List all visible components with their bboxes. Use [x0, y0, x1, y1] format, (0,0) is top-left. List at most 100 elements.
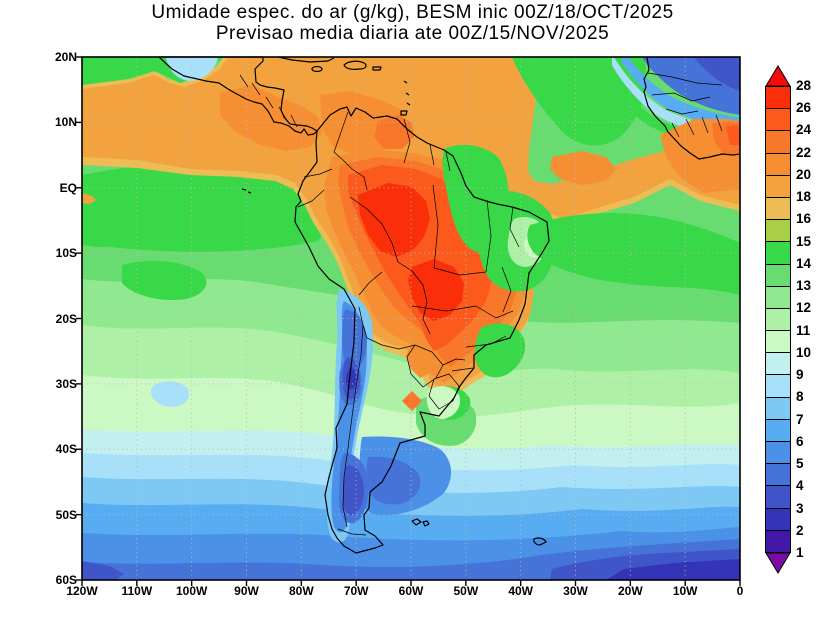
- lat-tick-label: 30S: [55, 376, 77, 391]
- colorbar-level-label: 7: [796, 411, 804, 427]
- hispaniola-island: [343, 60, 367, 70]
- lon-tick-label: 120W: [66, 584, 98, 598]
- colorbar-segment: [765, 352, 791, 376]
- colorbar-level-label: 14: [796, 255, 812, 271]
- colorbar-level-label: 6: [796, 433, 804, 449]
- south-america-coastline: [294, 106, 550, 554]
- colorbar-arrow-above-max-shape: [765, 65, 791, 86]
- colorbar-level-label: 8: [796, 389, 804, 405]
- africa-borders: [647, 72, 723, 138]
- colorbar-level-label: 16: [796, 211, 812, 227]
- colorbar-segment: [765, 507, 791, 531]
- lon-tick-label: 70W: [343, 584, 369, 598]
- colorbar-level-label: 2: [796, 522, 804, 538]
- country-borders: [297, 111, 466, 536]
- colorbar-segment: [765, 174, 791, 198]
- contour-green-spot-1: [122, 260, 207, 301]
- colorbar-segment: [765, 130, 791, 154]
- lon-tick-label: 30W: [563, 584, 588, 598]
- colorbar-segment: [765, 529, 791, 553]
- contour-pale-uruguay: [426, 386, 461, 419]
- lon-tick-label: 10W: [672, 584, 698, 598]
- brazil-state-borders: [411, 184, 520, 372]
- colorbar-segment: [765, 219, 791, 243]
- contour-band-20-22-centam: [220, 85, 322, 151]
- contour-band-22-24-venezuela: [374, 115, 414, 149]
- lat-tick-label: 10N: [54, 115, 77, 130]
- colorbar-level-label: 1: [796, 545, 804, 560]
- lon-tick-label: 40W: [508, 584, 533, 598]
- chart-subtitle: Previsao media diaria ate 00Z/15/NOV/202…: [215, 23, 610, 44]
- contour-band-26-28-core-south: [408, 259, 464, 321]
- lon-tick-label: 50W: [453, 584, 479, 598]
- political-borders: [239, 72, 723, 536]
- coastlines: [158, 56, 741, 554]
- colorbar-segment: [765, 485, 791, 509]
- contour-sahel-red-spot: [726, 125, 740, 145]
- colorbar-segment: [765, 108, 791, 132]
- lat-tick-label: 20N: [54, 50, 77, 64]
- contour-andes-core-south: [342, 465, 364, 515]
- colorbar-level-label: 3: [796, 500, 804, 516]
- colorbar-arrow-below-min-shape: [765, 553, 791, 574]
- contour-orange-sliver-eq-west: [82, 193, 96, 204]
- puerto-rico-island: [372, 66, 382, 71]
- contour-band-3-4-sw: [82, 561, 124, 580]
- colorbar-level-label: 9: [796, 367, 804, 383]
- contour-green-pacific-eq: [82, 161, 331, 252]
- colorbar-segment: [765, 441, 791, 465]
- colorbar-segment: [765, 196, 791, 221]
- colorbar-level-label: 12: [796, 300, 812, 316]
- colorbar-level-label: 22: [796, 144, 812, 160]
- galapagos-islands: [241, 188, 252, 194]
- colorbar-level-label: 11: [796, 322, 811, 338]
- contour-band-20-22-atlantic: [550, 151, 616, 185]
- contour-band-26-28-core-west: [358, 183, 430, 257]
- chart-title: Umidade espec. do ar (g/kg), BESM inic 0…: [151, 2, 674, 23]
- colorbar-level-label: 4: [796, 478, 804, 494]
- humidity-contour-map: [76, 56, 741, 586]
- central-america-coastline: [158, 56, 318, 136]
- contour-orange-spot-pampas: [402, 391, 422, 411]
- colorbar-segments: [765, 86, 791, 553]
- central-america-borders: [239, 74, 298, 128]
- lat-tick-label: 10S: [55, 246, 77, 261]
- colorbar-legend: 28 26 24 22 20 18 16 15 14 13 12 11 10 9 8 7 6 5 4 3 2 1: [765, 65, 825, 575]
- lat-tick-label: EQ: [59, 180, 77, 195]
- lon-tick-label: 0: [736, 584, 744, 598]
- colorbar-level-label: 20: [796, 166, 812, 182]
- lat-tick-label: 60S: [55, 573, 77, 587]
- axis-ticks: [76, 56, 741, 586]
- colorbar-level-label: 15: [796, 233, 812, 249]
- colorbar-segment: [765, 86, 791, 110]
- colorbar-arrow-below-min: [765, 553, 791, 574]
- lon-tick-label: 90W: [234, 584, 259, 598]
- colorbar-level-label: 24: [796, 122, 812, 138]
- colorbar-segment: [765, 263, 791, 287]
- colorbar-segment: [765, 396, 791, 420]
- colorbar-level-label: 26: [796, 100, 812, 116]
- colorbar-segment: [765, 330, 791, 354]
- africa-coastline: [643, 56, 741, 160]
- colorbar-segment: [765, 285, 791, 309]
- lon-tick-label: 80W: [288, 584, 314, 598]
- contour-blob-pacific-cool: [151, 381, 190, 407]
- colorbar-segment: [765, 152, 791, 176]
- falkland-islands: [411, 518, 430, 527]
- colorbar-segment: [765, 374, 791, 398]
- colorbar-level-label: 5: [796, 456, 804, 472]
- colorbar-level-label: 10: [796, 344, 812, 360]
- south-georgia-island: [533, 537, 547, 546]
- colorbar-segment: [765, 241, 791, 265]
- colorbar-level-label: 13: [796, 278, 812, 294]
- lon-tick-label: 100W: [175, 584, 208, 598]
- contour-africa-blue-core: [694, 57, 740, 91]
- lat-tick-label: 40S: [55, 442, 77, 457]
- cuba-coastline: [277, 56, 335, 63]
- lesser-antilles: [403, 80, 411, 106]
- contour-patagonia-blue-inner: [366, 456, 421, 505]
- contour-cool-patch-mexico: [166, 57, 218, 81]
- contour-band-2-3-se: [606, 559, 740, 580]
- colorbar-segment: [765, 418, 791, 442]
